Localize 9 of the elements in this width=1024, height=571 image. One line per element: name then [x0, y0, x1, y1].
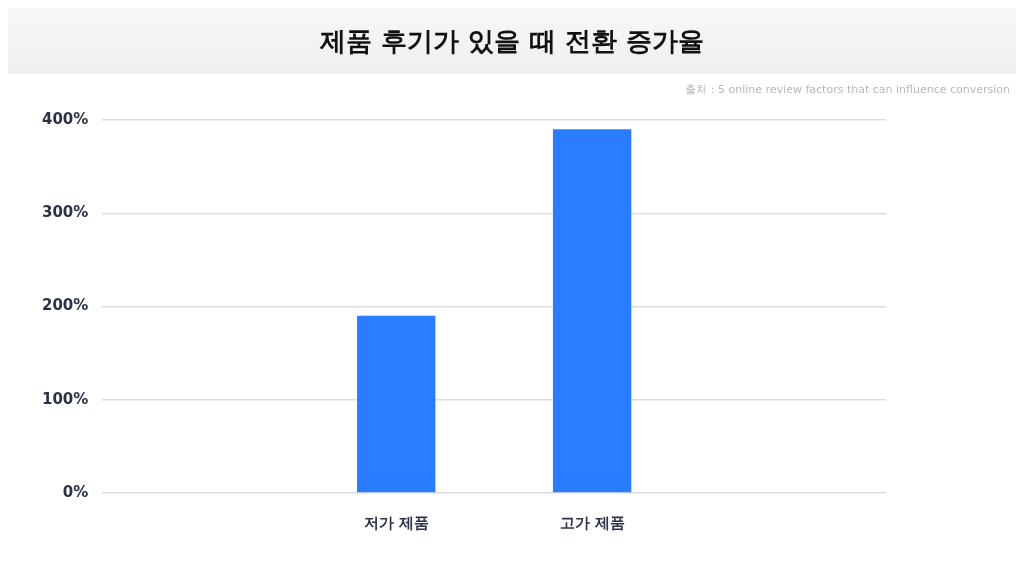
x-tick-label: 저가 제품 [363, 513, 429, 532]
source-note: 출처 : 5 online review factors that can influence conversion [684, 82, 1011, 97]
y-tick-label: 200% [42, 296, 89, 315]
y-tick-label: 400% [42, 109, 89, 128]
x-tick-label: 고가 제품 [559, 513, 625, 532]
y-tick-label: 0% [62, 482, 89, 501]
chart-title: 제품 후기가 있을 때 전환 증가율 [320, 24, 704, 58]
y-tick-label: 300% [42, 203, 89, 222]
y-tick-label: 100% [42, 389, 89, 408]
